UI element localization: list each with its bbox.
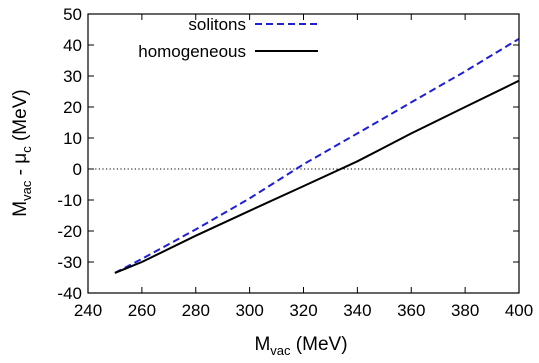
x-tick-label: 360 [397, 301, 425, 320]
x-tick-label: 400 [505, 301, 533, 320]
series-line-solitons [114, 37, 520, 274]
x-tick-label: 320 [289, 301, 317, 320]
y-tick-label: 50 [63, 5, 82, 24]
x-axis-title: Mvac (MeV) [254, 334, 347, 358]
ticks-layer: 240 260 280 300 320 340 360 380 400 -40 -30 -20 -10 0… [57, 5, 533, 320]
legend-label-homogeneous: homogeneous [138, 42, 246, 61]
x-tick-label: 240 [74, 301, 102, 320]
series-line-homogeneous [114, 79, 520, 274]
x-tick-label: 280 [182, 301, 210, 320]
y-tick-label: -10 [57, 191, 82, 210]
series-layer [114, 37, 520, 274]
legend-label-solitons: solitons [188, 15, 246, 34]
x-tick-label: 380 [451, 301, 479, 320]
x-tick-label: 260 [128, 301, 156, 320]
y-tick-label: -30 [57, 253, 82, 272]
y-tick-label: -20 [57, 222, 82, 241]
y-tick-label: -40 [57, 284, 82, 303]
y-tick-label: 20 [63, 98, 82, 117]
legend: solitons homogeneous [138, 15, 318, 61]
y-tick-label: 10 [63, 129, 82, 148]
x-tick-label: 300 [235, 301, 263, 320]
y-tick-label: 40 [63, 36, 82, 55]
y-axis-title: Mvac - μc (MeV) [10, 89, 34, 216]
x-tick-label: 340 [343, 301, 371, 320]
y-tick-label: 0 [73, 160, 82, 179]
y-tick-label: 30 [63, 67, 82, 86]
